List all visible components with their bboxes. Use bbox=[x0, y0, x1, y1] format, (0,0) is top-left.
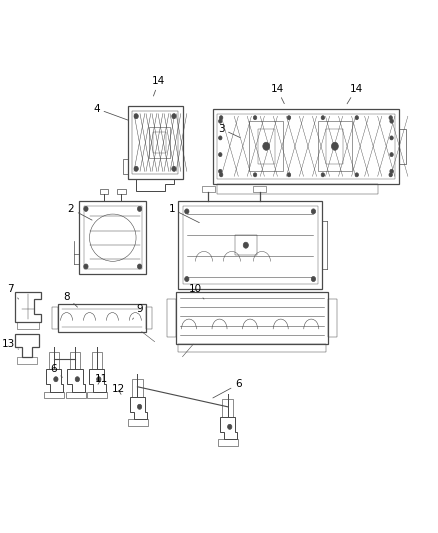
Circle shape bbox=[390, 136, 393, 140]
Circle shape bbox=[311, 209, 315, 214]
Bar bbox=[183, 206, 318, 284]
Circle shape bbox=[219, 119, 222, 123]
Bar bbox=[217, 184, 378, 194]
Circle shape bbox=[84, 264, 88, 269]
Bar bbox=[17, 357, 36, 364]
Circle shape bbox=[263, 142, 270, 150]
Text: 9: 9 bbox=[133, 304, 143, 319]
Text: 7: 7 bbox=[7, 284, 18, 299]
Circle shape bbox=[389, 116, 392, 120]
Circle shape bbox=[172, 114, 176, 119]
Circle shape bbox=[321, 173, 325, 177]
Circle shape bbox=[54, 377, 58, 382]
Bar bbox=[153, 133, 166, 152]
Text: 1: 1 bbox=[169, 204, 199, 223]
Circle shape bbox=[332, 142, 338, 150]
Circle shape bbox=[321, 116, 325, 120]
Circle shape bbox=[134, 166, 138, 171]
Circle shape bbox=[75, 377, 80, 382]
Bar bbox=[223, 399, 233, 417]
Bar bbox=[70, 352, 80, 369]
Circle shape bbox=[287, 116, 291, 120]
Bar bbox=[176, 292, 328, 344]
Text: 4: 4 bbox=[93, 104, 128, 120]
Circle shape bbox=[219, 116, 223, 120]
Bar bbox=[132, 379, 143, 397]
Bar bbox=[52, 306, 58, 329]
Circle shape bbox=[84, 206, 88, 212]
Circle shape bbox=[253, 173, 257, 177]
Bar bbox=[258, 129, 275, 164]
Bar bbox=[148, 127, 170, 158]
Bar bbox=[253, 187, 266, 192]
Circle shape bbox=[228, 424, 232, 430]
Circle shape bbox=[311, 277, 315, 281]
Circle shape bbox=[138, 206, 142, 212]
Circle shape bbox=[390, 169, 393, 173]
Bar bbox=[87, 392, 107, 398]
Circle shape bbox=[219, 136, 222, 140]
Bar bbox=[326, 129, 343, 164]
Text: 11: 11 bbox=[94, 374, 108, 384]
Text: 6: 6 bbox=[213, 379, 242, 398]
Bar bbox=[58, 304, 146, 332]
Bar bbox=[79, 201, 146, 274]
Circle shape bbox=[389, 173, 392, 177]
Text: 3: 3 bbox=[218, 124, 240, 138]
Circle shape bbox=[355, 173, 358, 177]
Bar bbox=[132, 111, 178, 174]
Bar bbox=[117, 189, 126, 194]
Circle shape bbox=[390, 119, 393, 123]
Bar bbox=[202, 187, 215, 192]
Bar bbox=[146, 306, 152, 329]
Bar bbox=[17, 321, 39, 329]
Circle shape bbox=[172, 166, 176, 171]
Bar bbox=[318, 121, 352, 171]
Text: 12: 12 bbox=[112, 384, 125, 394]
Circle shape bbox=[390, 152, 393, 157]
Circle shape bbox=[138, 404, 142, 409]
Bar bbox=[127, 106, 183, 179]
Bar bbox=[249, 121, 283, 171]
Bar bbox=[128, 419, 148, 426]
Bar bbox=[178, 344, 326, 352]
Circle shape bbox=[243, 242, 248, 248]
Bar bbox=[235, 235, 257, 255]
Bar bbox=[218, 439, 238, 446]
Bar bbox=[84, 206, 142, 269]
Bar bbox=[44, 392, 64, 398]
Bar bbox=[66, 392, 86, 398]
Circle shape bbox=[219, 173, 223, 177]
Text: 10: 10 bbox=[189, 284, 204, 299]
Circle shape bbox=[134, 114, 138, 119]
Text: 13: 13 bbox=[2, 339, 18, 349]
Bar bbox=[92, 352, 102, 369]
Circle shape bbox=[185, 277, 189, 281]
Text: 2: 2 bbox=[67, 204, 92, 220]
Circle shape bbox=[138, 264, 142, 269]
Circle shape bbox=[219, 152, 222, 157]
Circle shape bbox=[253, 116, 257, 120]
Text: 14: 14 bbox=[270, 84, 284, 104]
Circle shape bbox=[287, 173, 291, 177]
Bar bbox=[100, 189, 109, 194]
Circle shape bbox=[355, 116, 358, 120]
Text: 14: 14 bbox=[347, 84, 363, 104]
Circle shape bbox=[97, 377, 101, 382]
Circle shape bbox=[185, 209, 189, 214]
Text: 14: 14 bbox=[152, 76, 166, 96]
Text: 6: 6 bbox=[50, 364, 63, 377]
Bar bbox=[212, 109, 399, 184]
Text: 8: 8 bbox=[64, 292, 78, 307]
Bar bbox=[217, 114, 395, 179]
Bar bbox=[328, 299, 337, 337]
Bar bbox=[167, 299, 176, 337]
Circle shape bbox=[219, 169, 222, 173]
Bar bbox=[49, 352, 59, 369]
Bar bbox=[178, 201, 322, 289]
